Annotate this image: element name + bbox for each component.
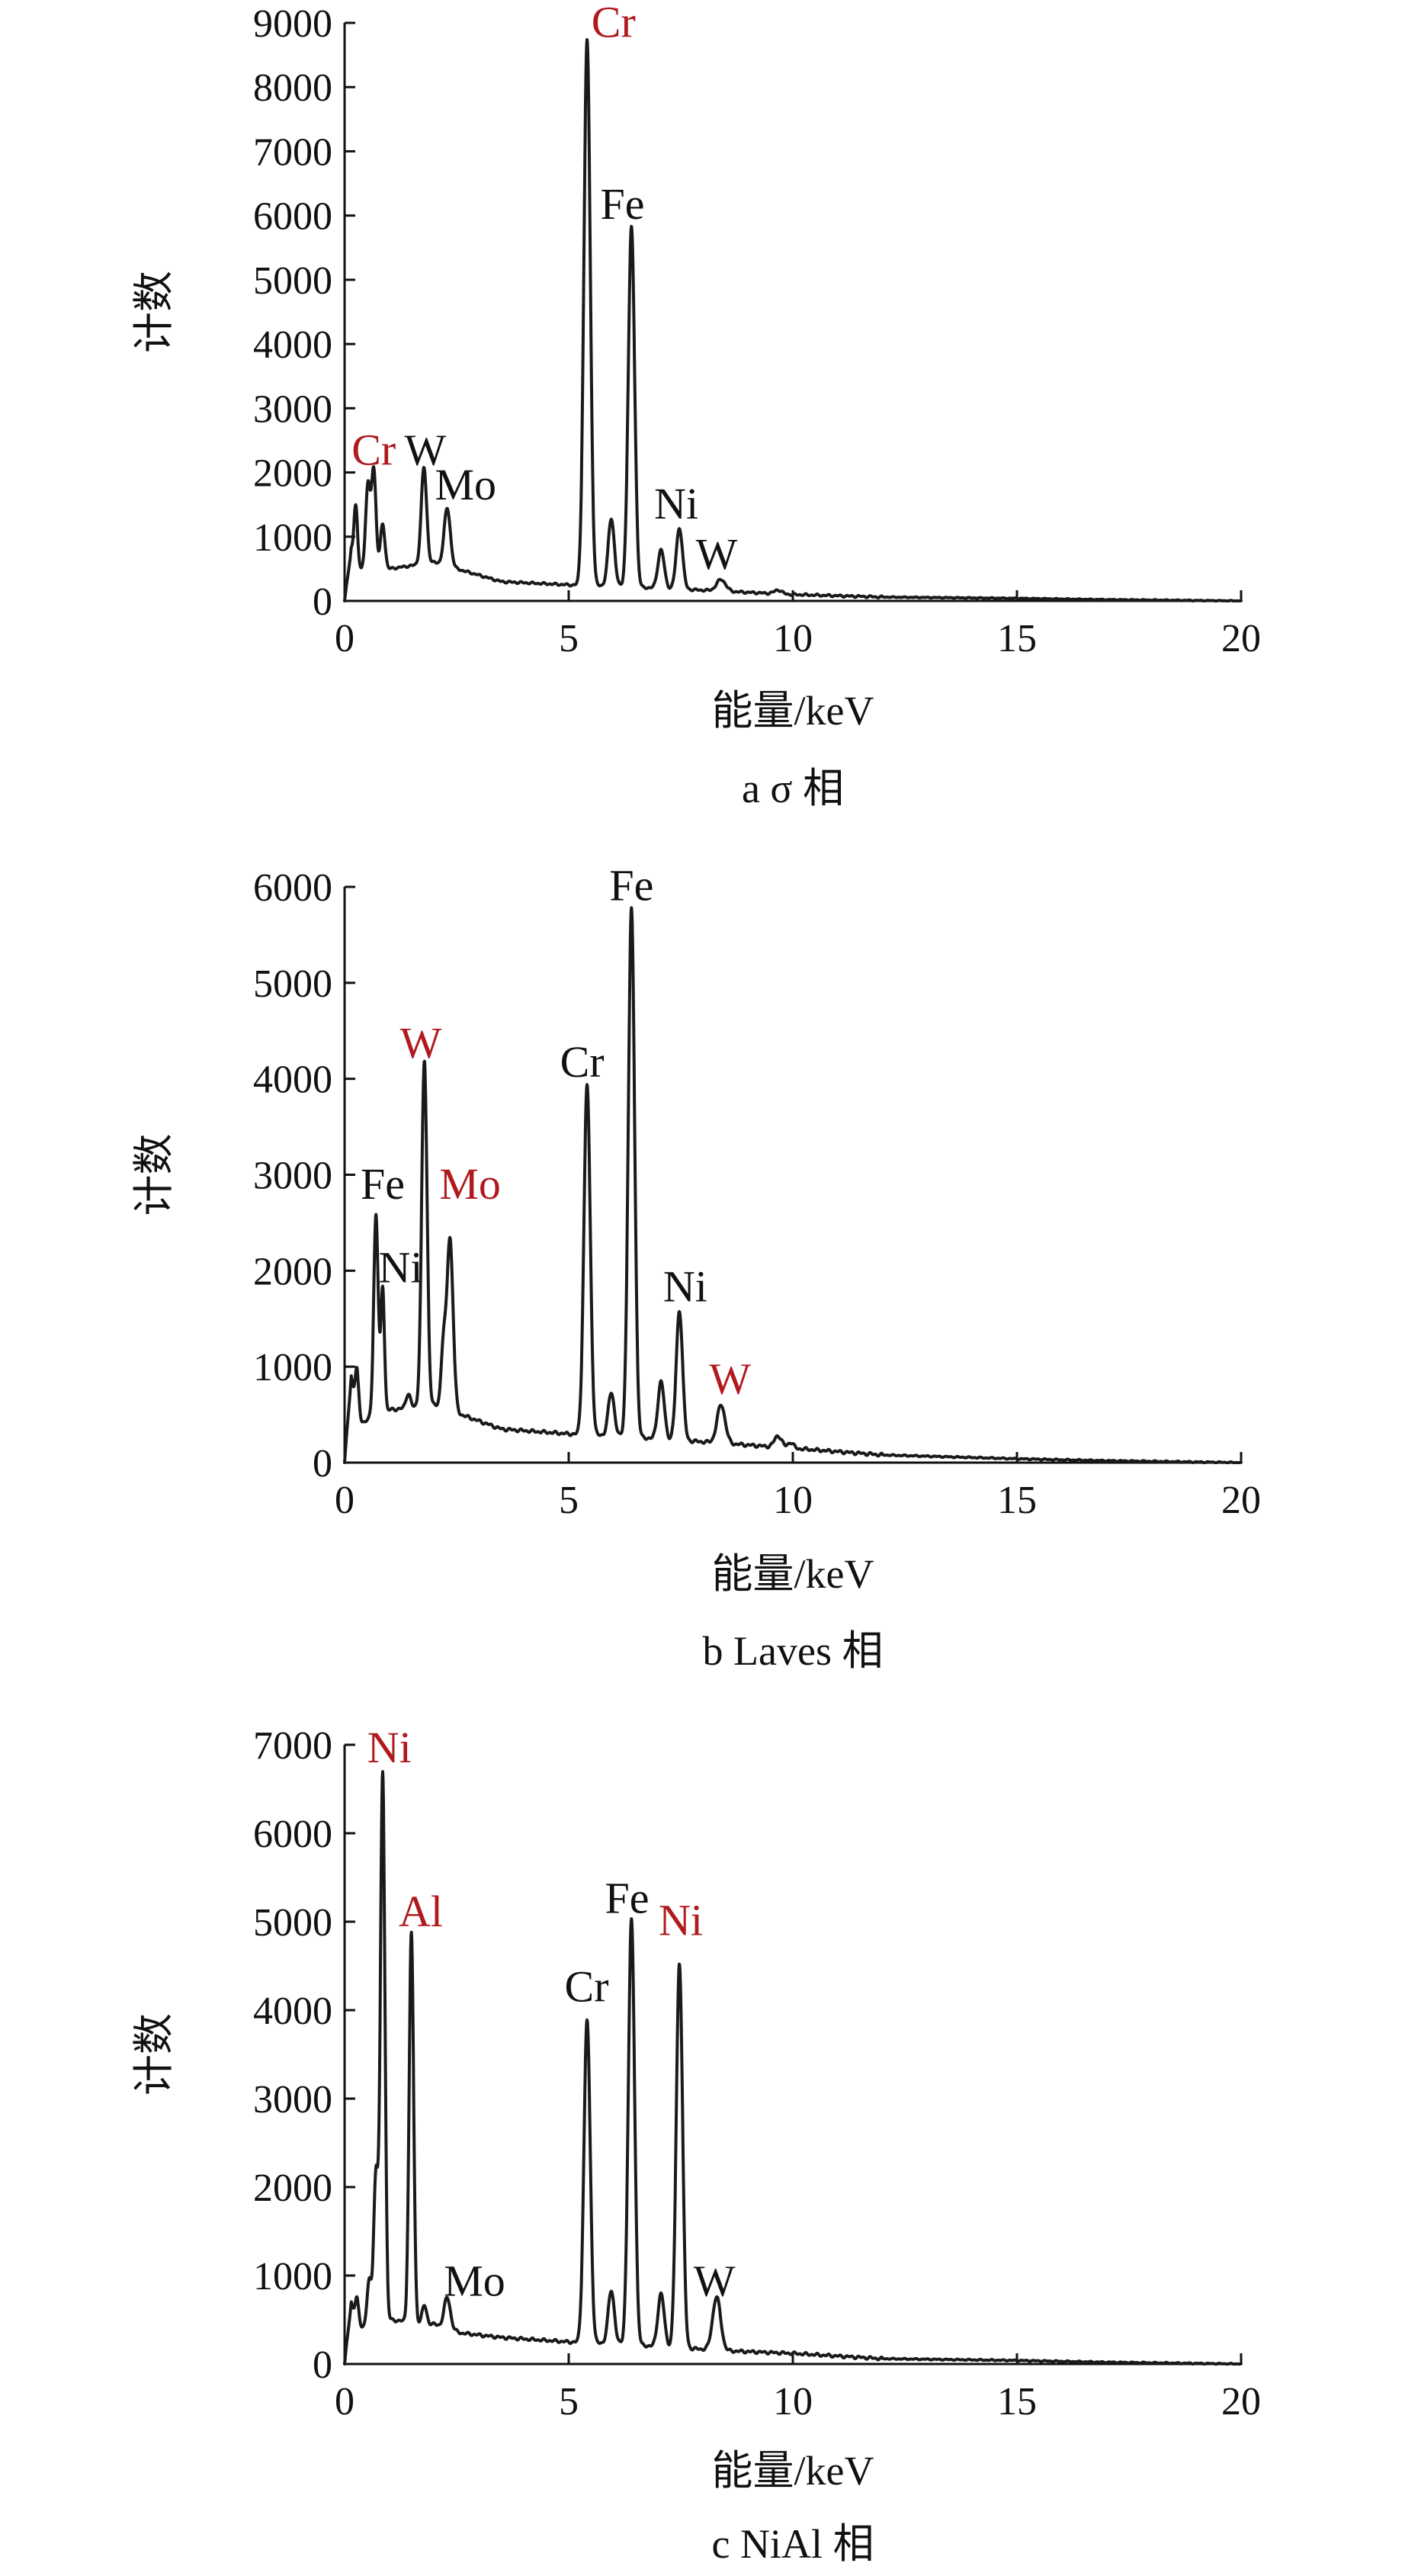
y-tick-label: 7000 xyxy=(253,1724,332,1768)
x-tick-label: 15 xyxy=(997,2380,1037,2423)
spectrum-panel-1: 0 1000 2000 3000 4000 5000 6000 0 5 10 15 20 计数能量/ke… xyxy=(131,861,1261,1674)
y-axis-title: 计数 xyxy=(131,1134,177,1216)
peak-label: Fe xyxy=(601,179,645,229)
y-tick-label: 5000 xyxy=(253,259,332,303)
y-tick-label: 0 xyxy=(313,2343,332,2387)
y-tick-label: 6000 xyxy=(253,1813,332,1856)
x-tick-label: 0 xyxy=(335,2380,354,2423)
y-tick-label: 5000 xyxy=(253,962,332,1006)
y-tick-label: 6000 xyxy=(253,866,332,910)
panel-caption: c NiAl 相 xyxy=(712,2521,874,2567)
y-tick-label: 4000 xyxy=(253,1058,332,1102)
y-tick-label: 4000 xyxy=(253,323,332,367)
spectrum-line xyxy=(343,38,1243,602)
peak-label: Cr xyxy=(592,0,636,47)
y-tick-label: 1000 xyxy=(253,2255,332,2298)
y-tick-label: 0 xyxy=(313,580,332,624)
y-tick-label: 2000 xyxy=(253,2166,332,2210)
y-tick-label: 2000 xyxy=(253,1250,332,1293)
panel-caption: b Laves 相 xyxy=(703,1628,884,1674)
peak-label: Mo xyxy=(439,1159,501,1209)
x-tick-label: 20 xyxy=(1221,617,1261,660)
peak-label: Fe xyxy=(361,1159,405,1209)
y-tick-label: 4000 xyxy=(253,1990,332,2033)
peak-label: Al xyxy=(399,1887,443,1936)
x-tick-label: 5 xyxy=(559,2380,579,2423)
spectrum-line xyxy=(343,906,1243,1464)
peak-label: Cr xyxy=(560,1037,605,1087)
peak-label: Mo xyxy=(435,460,496,509)
y-tick-label: 8000 xyxy=(253,66,332,110)
peak-label: Fe xyxy=(605,1873,649,1922)
y-axis-title: 计数 xyxy=(131,271,177,353)
y-tick-label: 5000 xyxy=(253,1901,332,1945)
x-tick-label: 0 xyxy=(335,617,354,660)
x-tick-label: 0 xyxy=(335,1479,354,1522)
y-tick-label: 6000 xyxy=(253,195,332,239)
peak-label: Ni xyxy=(654,479,698,528)
x-tick-label: 10 xyxy=(773,617,813,660)
x-tick-label: 15 xyxy=(997,1479,1037,1522)
peak-label: Ni xyxy=(367,1723,412,1772)
x-axis-title: 能量/keV xyxy=(712,688,874,734)
peak-label: Cr xyxy=(351,425,396,474)
peak-label: W xyxy=(400,1018,442,1068)
peak-label: W xyxy=(694,2256,736,2306)
y-tick-label: 0 xyxy=(313,1442,332,1486)
x-tick-label: 20 xyxy=(1221,1479,1261,1522)
x-tick-label: 15 xyxy=(997,617,1037,660)
y-tick-label: 3000 xyxy=(253,1155,332,1198)
spectrum-panel-0: 0 1000 2000 3000 4000 5000 6000 7000 8000 9000 0 5 1… xyxy=(131,0,1261,811)
x-tick-label: 5 xyxy=(559,617,579,660)
y-tick-label: 3000 xyxy=(253,2078,332,2122)
y-axis-title: 计数 xyxy=(131,2013,177,2096)
peak-label: Cr xyxy=(565,1961,609,2011)
peak-label: Mo xyxy=(444,2256,505,2306)
x-axis-title: 能量/keV xyxy=(712,1551,874,1597)
peak-label: Fe xyxy=(609,861,653,911)
y-tick-label: 9000 xyxy=(253,2,332,46)
y-tick-label: 1000 xyxy=(253,516,332,560)
y-tick-label: 7000 xyxy=(253,130,332,174)
peak-label: W xyxy=(709,1354,751,1403)
peak-label: Ni xyxy=(659,1895,703,1945)
spectrum-panel-2: 0 1000 2000 3000 4000 5000 6000 7000 0 5 10 15 20 计数能… xyxy=(131,1723,1261,2567)
peak-label: W xyxy=(404,425,446,474)
x-tick-label: 20 xyxy=(1221,2380,1261,2423)
y-tick-label: 3000 xyxy=(253,387,332,431)
x-tick-label: 5 xyxy=(559,1479,579,1522)
peak-label: Ni xyxy=(663,1262,707,1312)
y-tick-label: 1000 xyxy=(253,1346,332,1389)
peak-label: Ni xyxy=(379,1242,423,1292)
spectrum-line xyxy=(343,1770,1243,2366)
x-tick-label: 10 xyxy=(773,2380,813,2423)
x-tick-label: 10 xyxy=(773,1479,813,1522)
panel-caption: a σ 相 xyxy=(742,766,844,811)
x-axis-title: 能量/keV xyxy=(712,2448,874,2494)
peak-label: W xyxy=(696,529,738,579)
y-tick-label: 2000 xyxy=(253,452,332,496)
